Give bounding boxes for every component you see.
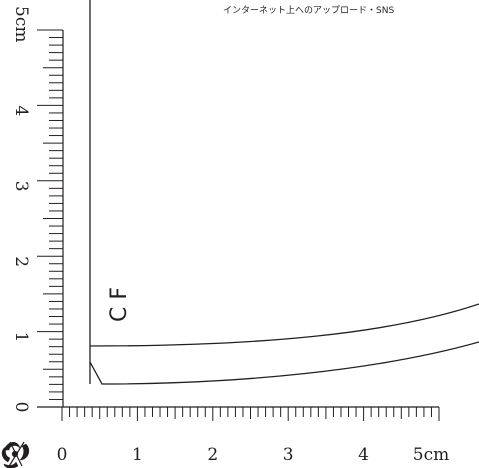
vertical-ruler-label: 3 [11, 181, 31, 192]
vertical-ruler-label: 1 [11, 332, 31, 343]
vertical-ruler-label: 5cm [11, 6, 31, 42]
horizontal-ruler-label: 1 [132, 445, 143, 465]
vertical-ruler-label: 2 [11, 256, 31, 267]
pattern-piece [89, 0, 479, 385]
vertical-ruler-labels: 0 1 2 3 4 5cm [11, 6, 31, 412]
horizontal-ruler-label: 5cm [413, 445, 449, 465]
fleur-ornament-icon [1, 441, 30, 468]
vertical-ruler-ticks [37, 29, 63, 408]
horizontal-ruler-label: 2 [207, 445, 218, 465]
piece-upper-seam [89, 303, 479, 347]
horizontal-ruler-labels: 0 1 2 3 4 5cm [57, 445, 450, 465]
vertical-ruler-label: 4 [11, 105, 31, 116]
horizontal-ruler-label: 3 [283, 445, 294, 465]
horizontal-ruler-label: 0 [57, 445, 68, 465]
horizontal-ruler-ticks [61, 407, 440, 421]
piece-label: C F [107, 287, 132, 322]
horizontal-ruler-label: 4 [358, 445, 369, 465]
vertical-ruler: 0 1 2 3 4 5cm [11, 6, 64, 412]
piece-lower-seam [89, 341, 479, 385]
vertical-ruler-label: 0 [11, 402, 31, 413]
upload-notice-text: インターネット上へのアップロード・SNS [223, 6, 395, 16]
horizontal-ruler: 0 1 2 3 4 5cm [37, 406, 450, 465]
